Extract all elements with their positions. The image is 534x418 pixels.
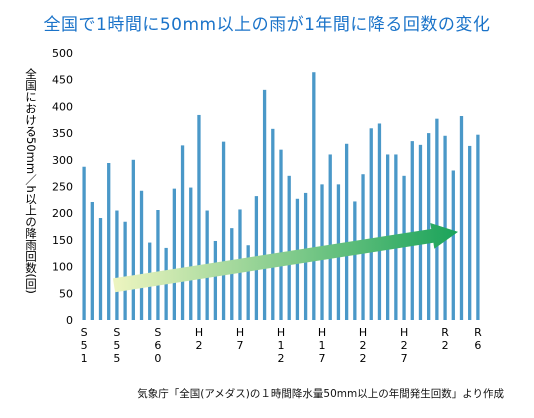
bar-S52 — [90, 201, 94, 320]
bar-S53 — [98, 218, 103, 320]
y-tick-label: 250 — [52, 181, 73, 194]
bar-H30 — [427, 133, 431, 320]
bar-S62 — [172, 188, 176, 320]
y-axis-label: 全国における50mm／h以上の降雨回数(回) — [24, 68, 38, 294]
y-tick-label: 500 — [52, 47, 73, 60]
bar-S63 — [180, 145, 185, 320]
bar-S57 — [131, 159, 135, 320]
bar-H10 — [262, 89, 267, 320]
bar-H2 — [197, 114, 201, 320]
bar-H1 — [189, 187, 193, 320]
x-axis-ticks: S 5 1 S 5 5 S 6 0 H 2 H 7 H 1 2 H 1 7 H 2 2 H 2 7 R 2 R 6 — [81, 326, 482, 365]
bar-H11 — [271, 128, 275, 320]
y-tick-label: 150 — [52, 234, 73, 247]
y-tick-label: 100 — [52, 261, 73, 274]
bar-R5 — [468, 145, 472, 320]
bar-R1 — [435, 118, 439, 321]
bar-S51 — [82, 166, 86, 320]
trend-arrow — [112, 223, 459, 293]
trend-arrow-shape — [112, 223, 459, 293]
y-axis-ticks: 0 50 100 150 200 250 300 350 400 450 500 — [52, 47, 73, 327]
bar-H8 — [246, 245, 250, 320]
bar-H27 — [402, 175, 406, 320]
bar-H12 — [279, 149, 283, 320]
bar-S54 — [107, 163, 111, 320]
y-tick-label: 50 — [59, 287, 73, 300]
bar-H20 — [344, 143, 349, 320]
y-tick-label: 300 — [52, 154, 73, 167]
y-tick-label: 0 — [66, 314, 73, 327]
bar-H4 — [213, 240, 218, 320]
bar-H23 — [369, 128, 373, 320]
bar-H13 — [287, 175, 291, 320]
bar-S56 — [123, 221, 127, 320]
bar-R3 — [451, 170, 455, 320]
bar-H24 — [377, 123, 382, 321]
bar-S58 — [139, 190, 144, 320]
bar-R6 — [476, 134, 480, 320]
bar-H16 — [312, 72, 316, 320]
bar-H18 — [328, 154, 332, 320]
bar-H5 — [221, 141, 226, 320]
chart-title: 全国で1時間に50mm以上の雨が1年間に降る回数の変化 — [43, 15, 491, 35]
bar-R4 — [459, 116, 464, 320]
bar-S60 — [156, 210, 160, 320]
bar-S55 — [115, 210, 119, 320]
bar-H21 — [353, 201, 357, 320]
y-tick-label: 450 — [52, 74, 73, 87]
source-note: 気象庁「全国(アメダス)の１時間降水量50mm以上の年間発生回数」より作成 — [137, 388, 504, 400]
y-tick-label: 200 — [52, 207, 73, 220]
bar-H28 — [410, 141, 414, 320]
y-tick-label: 400 — [52, 100, 73, 113]
y-tick-label: 350 — [52, 127, 73, 140]
